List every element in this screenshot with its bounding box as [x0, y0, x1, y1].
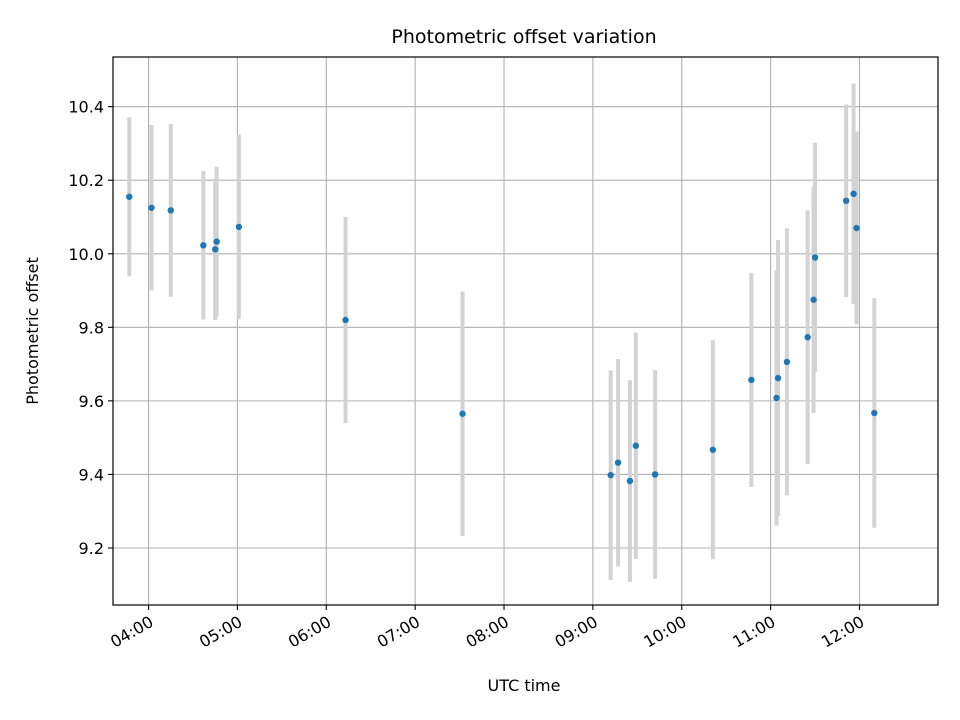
data-point: [811, 254, 819, 261]
y-axis-ticks: 9.2 9.4 9.6 9.8 10.0 10.2 10.4: [68, 98, 113, 558]
data-point: [632, 442, 640, 449]
data-point: [783, 358, 791, 366]
x-axis-label: UTC time: [488, 676, 561, 695]
grid-lines: [113, 57, 938, 605]
data-point: [774, 374, 782, 382]
x-tick-label: 06:00: [285, 612, 334, 652]
data-point: [614, 459, 622, 466]
data-point: [651, 471, 659, 478]
data-point: [342, 316, 349, 324]
x-tick-label: 07:00: [374, 612, 423, 652]
y-tick-label: 9.2: [79, 539, 104, 558]
data-points: [126, 190, 878, 485]
x-tick-label: 09:00: [551, 612, 600, 652]
data-point: [126, 193, 133, 200]
error-bars: [127, 83, 877, 582]
x-tick-label: 05:00: [196, 612, 245, 652]
data-point: [167, 207, 174, 214]
data-point: [850, 190, 857, 198]
data-point: [213, 238, 220, 245]
y-tick-label: 9.4: [79, 465, 104, 484]
y-axis-label: Photometric offset: [23, 257, 42, 405]
data-point: [804, 334, 811, 341]
data-point: [748, 376, 755, 384]
axes-frame: [112, 56, 939, 606]
y-tick-label: 10.0: [68, 245, 104, 264]
data-point: [607, 471, 614, 479]
x-axis-ticks: 04:00 05:00 06:00 07:00 08:00 09:00 10:00 11:00…: [107, 605, 867, 652]
data-point: [871, 409, 878, 417]
data-point: [211, 246, 219, 253]
data-point: [773, 394, 780, 402]
x-tick-label: 08:00: [463, 612, 512, 652]
y-tick-label: 9.8: [79, 318, 104, 337]
x-tick-label: 12:00: [818, 612, 867, 652]
y-tick-label: 10.4: [68, 98, 104, 117]
data-point: [148, 204, 155, 211]
x-tick-label: 10:00: [640, 612, 689, 652]
data-point: [459, 410, 466, 417]
chart-title: Photometric offset variation: [391, 26, 656, 48]
data-point: [842, 197, 850, 205]
data-point: [235, 223, 243, 231]
x-tick-label: 11:00: [729, 612, 778, 652]
y-tick-label: 9.6: [79, 392, 104, 411]
data-point: [810, 296, 817, 303]
data-point: [626, 477, 634, 485]
x-tick-label: 04:00: [107, 612, 156, 652]
data-point: [709, 446, 717, 453]
data-point: [200, 242, 207, 249]
data-point: [853, 224, 860, 232]
y-tick-label: 10.2: [68, 171, 104, 190]
